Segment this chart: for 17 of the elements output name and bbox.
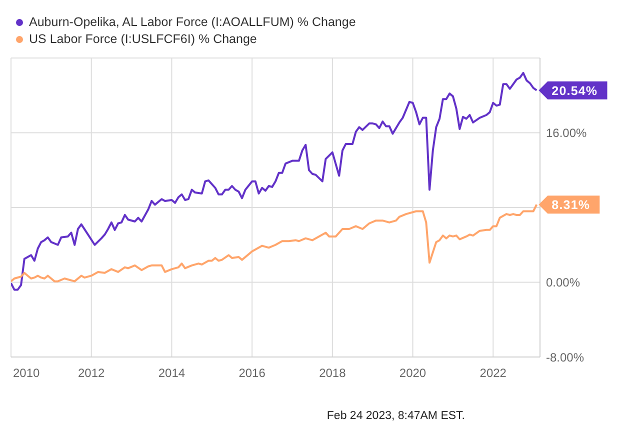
x-tick-label: 2022 [480,366,507,380]
legend-label: US Labor Force (I:USLFCF6I) % Change [29,31,257,48]
annotation: 8.31% [552,198,590,212]
line-series [11,72,538,291]
x-tick-label: 2020 [399,366,426,380]
x-tick-label: 2014 [158,366,186,380]
text: Feb 24 2023, 8:47AM EST. [326,410,465,422]
y-tick-label: 16.00% [546,126,588,140]
y-tick-label: -8.00% [546,350,584,364]
y-tick-label: 0.00% [546,276,580,290]
x-tick-label: 2016 [238,366,266,380]
line-series [11,204,538,282]
legend-label: Auburn-Opelika, AL Labor Force (I:AOALLFUM) % Change [29,14,356,31]
x-tick-label: 2010 [13,366,40,380]
x-tick-label: 2012 [78,366,106,380]
annotation: 20.54% [552,84,598,98]
x-tick-label: 2018 [319,366,346,380]
